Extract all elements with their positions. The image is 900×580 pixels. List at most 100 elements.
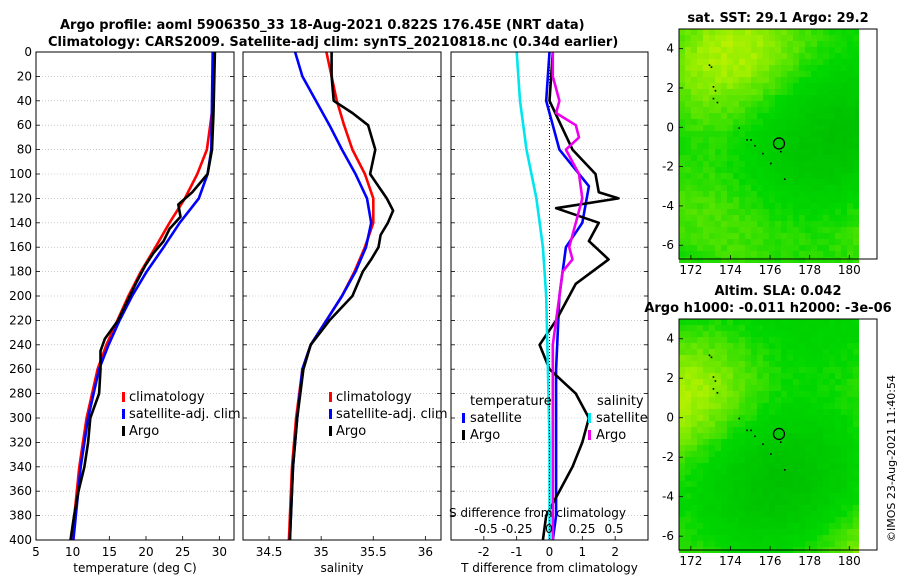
map-cell	[793, 319, 799, 325]
map-cell	[709, 361, 715, 367]
map-cell	[709, 421, 715, 427]
map-cell	[829, 535, 835, 541]
map-cell	[781, 179, 787, 185]
map-cell	[835, 71, 841, 77]
map-cell	[835, 53, 841, 59]
map-cell	[709, 523, 715, 529]
map-cell	[847, 125, 853, 131]
map-cell	[679, 421, 685, 427]
map-cell	[715, 251, 721, 257]
map-cell	[769, 349, 775, 355]
map-cell	[757, 511, 763, 517]
map-cell	[691, 131, 697, 137]
map-cell	[787, 131, 793, 137]
map-cell	[835, 173, 841, 179]
map-cell	[781, 415, 787, 421]
x-tick-label: 35.5	[360, 545, 387, 559]
map-cell	[697, 445, 703, 451]
map-cell	[853, 95, 859, 101]
map-cell	[697, 499, 703, 505]
map-cell	[799, 143, 805, 149]
map-cell	[817, 209, 823, 215]
map-cell	[853, 457, 859, 463]
map-cell	[775, 445, 781, 451]
x-tick-label: 180	[838, 263, 861, 277]
map-cell	[703, 373, 709, 379]
map-cell	[793, 379, 799, 385]
island-dot	[779, 441, 782, 444]
map-cell	[745, 355, 751, 361]
map-cell	[829, 487, 835, 493]
map-cell	[709, 409, 715, 415]
map-cell	[709, 215, 715, 221]
map-cell	[703, 355, 709, 361]
map-cell	[691, 185, 697, 191]
map-cell	[823, 77, 829, 83]
map-cell	[787, 113, 793, 119]
map-cell	[727, 457, 733, 463]
map-cell	[721, 179, 727, 185]
map-cell	[835, 535, 841, 541]
map-cell	[691, 499, 697, 505]
map-cell	[685, 355, 691, 361]
map-cell	[775, 233, 781, 239]
x-tick-label: -1	[511, 545, 523, 559]
map-cell	[745, 409, 751, 415]
map-cell	[853, 433, 859, 439]
map-cell	[805, 475, 811, 481]
map-cell	[823, 355, 829, 361]
map-cell	[751, 487, 757, 493]
map-cell	[709, 83, 715, 89]
map-cell	[721, 203, 727, 209]
map-cell	[733, 137, 739, 143]
map-cell	[769, 511, 775, 517]
map-cell	[811, 535, 817, 541]
y-tick-label: 400	[9, 533, 32, 547]
map-cell	[751, 373, 757, 379]
map-cell	[823, 493, 829, 499]
map-cell	[691, 179, 697, 185]
map-cell	[823, 95, 829, 101]
map-cell	[745, 331, 751, 337]
map-cell	[811, 505, 817, 511]
map-cell	[793, 215, 799, 221]
map-cell	[817, 355, 823, 361]
map-cell	[769, 191, 775, 197]
map-cell	[685, 203, 691, 209]
map-cell	[727, 373, 733, 379]
map-cell	[733, 167, 739, 173]
map-cell	[805, 427, 811, 433]
map-cell	[829, 469, 835, 475]
map-cell	[799, 457, 805, 463]
map-cell	[679, 35, 685, 41]
map-cell	[733, 409, 739, 415]
map-cell	[805, 89, 811, 95]
map-cell	[685, 197, 691, 203]
map-cell	[853, 137, 859, 143]
map-cell	[799, 113, 805, 119]
map-cell	[841, 535, 847, 541]
map-cell	[835, 409, 841, 415]
map-cell	[733, 53, 739, 59]
map-cell	[829, 499, 835, 505]
map-cell	[835, 337, 841, 343]
map-cell	[841, 385, 847, 391]
map-cell	[703, 451, 709, 457]
map-cell	[727, 439, 733, 445]
map-cell	[823, 143, 829, 149]
map-cell	[841, 481, 847, 487]
island-dot	[710, 66, 713, 68]
map-cell	[793, 493, 799, 499]
map-cell	[727, 355, 733, 361]
map-cell	[721, 227, 727, 233]
map-cell	[805, 481, 811, 487]
island-dot	[712, 97, 715, 100]
map-cell	[823, 331, 829, 337]
map-cell	[697, 47, 703, 53]
map-cell	[751, 361, 757, 367]
map-cell	[805, 119, 811, 125]
map-cell	[841, 343, 847, 349]
map-cell	[769, 445, 775, 451]
map-cell	[691, 373, 697, 379]
map-cell	[853, 343, 859, 349]
